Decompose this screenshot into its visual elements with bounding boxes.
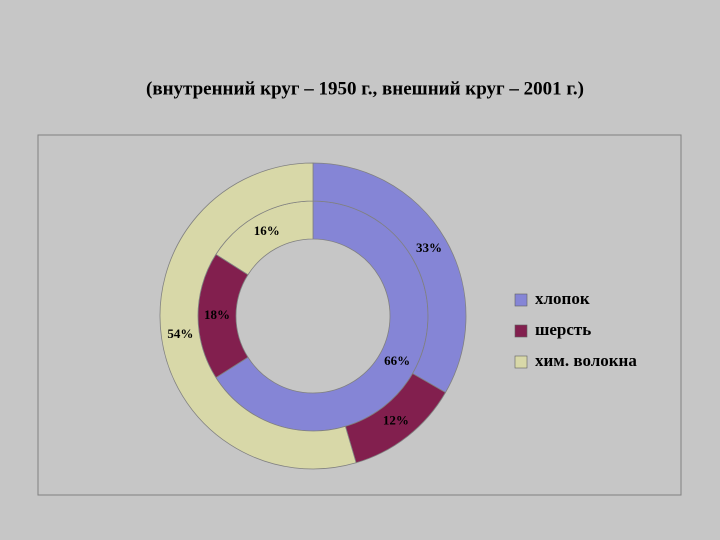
legend-label: хлопок <box>535 289 590 308</box>
legend-swatch <box>514 355 528 369</box>
ring-segment <box>159 162 357 470</box>
data-label: 16% <box>254 223 280 238</box>
legend-label: хим. волокна <box>535 351 637 370</box>
data-label: 66% <box>384 353 410 368</box>
data-label: 33% <box>416 240 442 255</box>
legend-swatch <box>514 324 528 338</box>
data-label: 18% <box>204 307 230 322</box>
legend-label: шерсть <box>535 320 591 339</box>
data-label: 54% <box>167 326 193 341</box>
ring-segment <box>312 162 467 394</box>
legend-swatch <box>514 293 528 307</box>
data-label: 12% <box>383 412 409 427</box>
chart-title: (внутренний круг – 1950 г., внешний круг… <box>146 78 584 99</box>
